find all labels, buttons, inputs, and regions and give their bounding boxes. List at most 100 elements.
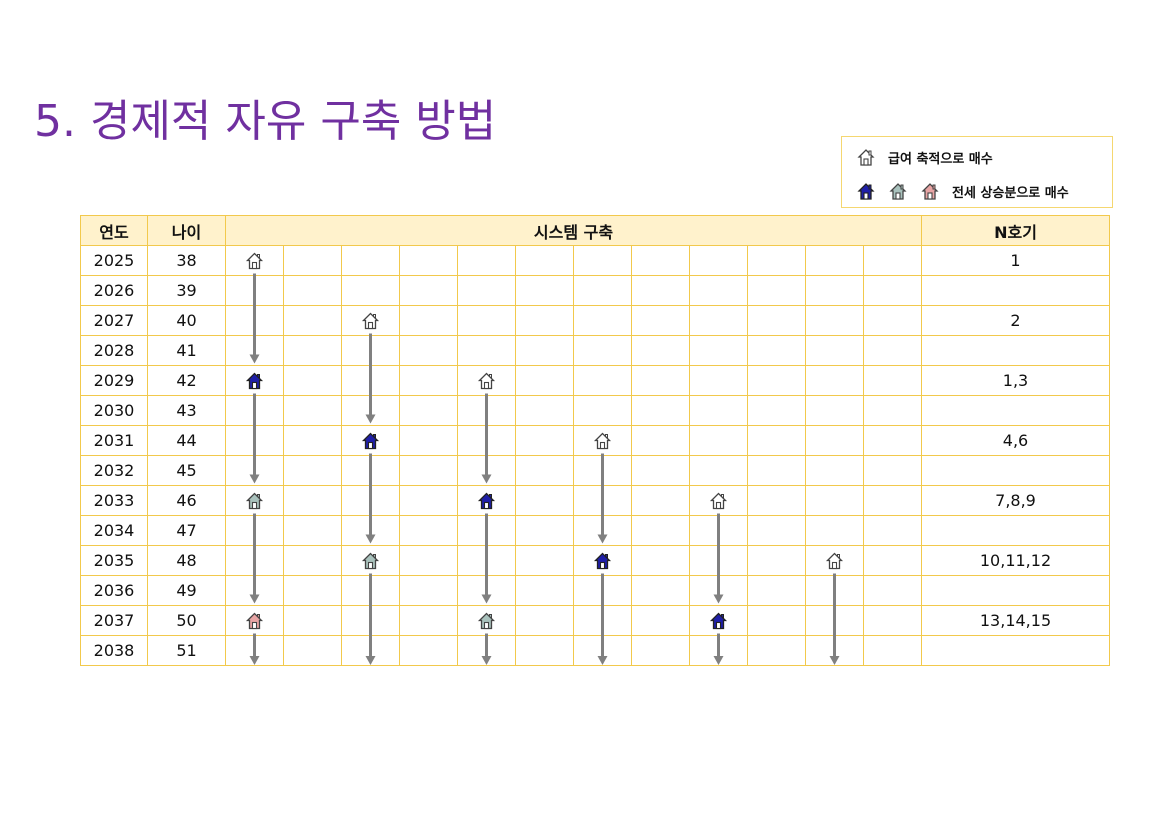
system-cell	[399, 515, 458, 546]
system-cell	[631, 545, 690, 576]
system-cell	[341, 395, 400, 426]
system-cell	[457, 575, 516, 606]
system-cell	[399, 425, 458, 456]
system-cell	[631, 455, 690, 486]
system-cell	[399, 245, 458, 276]
system-cell	[631, 365, 690, 396]
system-cell	[805, 455, 864, 486]
legend-salary-label: 급여 축적으로 매수	[888, 151, 993, 167]
system-cell	[805, 395, 864, 426]
age-cell: 44	[147, 425, 226, 456]
system-table: 연도 나이 시스템 구축 N호기 2025 38 1 2026 39 2027 40 2 202…	[80, 215, 1110, 666]
system-cell	[399, 395, 458, 426]
system-cell	[341, 335, 400, 366]
page-title: 5. 경제적 자유 구축 방법	[34, 96, 497, 147]
year-cell: 2032	[80, 455, 148, 486]
system-cell	[747, 485, 806, 516]
system-cell	[399, 305, 458, 336]
table-row: 2029 42 1,3	[80, 365, 1110, 396]
system-cell	[747, 575, 806, 606]
system-cell	[573, 425, 632, 456]
system-cell	[573, 395, 632, 426]
system-cell	[863, 515, 922, 546]
n-cell: 4,6	[921, 425, 1110, 456]
system-cell	[341, 455, 400, 486]
system-cell	[747, 545, 806, 576]
year-cell: 2034	[80, 515, 148, 546]
system-cell	[805, 545, 864, 576]
system-cell	[515, 245, 574, 276]
year-cell: 2035	[80, 545, 148, 576]
system-cell	[457, 635, 516, 666]
system-cell	[457, 395, 516, 426]
system-cell	[515, 605, 574, 636]
system-cell	[573, 545, 632, 576]
year-cell: 2037	[80, 605, 148, 636]
year-cell: 2031	[80, 425, 148, 456]
system-cell	[863, 335, 922, 366]
table-row: 2032 45	[80, 455, 1110, 486]
n-cell: 13,14,15	[921, 605, 1110, 636]
age-cell: 49	[147, 575, 226, 606]
system-cell	[689, 605, 748, 636]
system-cell	[863, 485, 922, 516]
system-cell	[283, 425, 342, 456]
system-cell	[399, 575, 458, 606]
system-cell	[631, 605, 690, 636]
system-cell	[747, 365, 806, 396]
n-cell	[921, 395, 1110, 426]
system-cell	[457, 545, 516, 576]
age-cell: 45	[147, 455, 226, 486]
system-cell	[515, 575, 574, 606]
system-cell	[457, 485, 516, 516]
table-header-row: 연도 나이 시스템 구축 N호기	[80, 215, 1110, 246]
system-cell	[341, 545, 400, 576]
table-row: 2033 46 7,8,9	[80, 485, 1110, 516]
system-cell	[515, 275, 574, 306]
legend-jeonse-label: 전세 상승분으로 매수	[952, 185, 1069, 201]
year-cell: 2027	[80, 305, 148, 336]
system-cell	[399, 545, 458, 576]
system-cell	[573, 365, 632, 396]
n-cell	[921, 455, 1110, 486]
system-cell	[515, 335, 574, 366]
system-cell	[863, 545, 922, 576]
age-cell: 42	[147, 365, 226, 396]
system-cell	[341, 305, 400, 336]
system-cell	[689, 305, 748, 336]
n-cell: 1	[921, 245, 1110, 276]
system-cell	[515, 425, 574, 456]
system-cell	[225, 605, 284, 636]
system-cell	[747, 635, 806, 666]
system-cell	[225, 335, 284, 366]
system-cell	[573, 455, 632, 486]
age-cell: 48	[147, 545, 226, 576]
header-age: 나이	[147, 215, 226, 246]
system-cell	[515, 635, 574, 666]
system-cell	[225, 545, 284, 576]
system-cell	[515, 395, 574, 426]
system-cell	[747, 305, 806, 336]
age-cell: 39	[147, 275, 226, 306]
age-cell: 46	[147, 485, 226, 516]
system-cell	[225, 575, 284, 606]
system-cell	[631, 305, 690, 336]
blue-house-icon	[857, 183, 875, 200]
outline-house-icon	[857, 149, 875, 166]
system-cell	[399, 635, 458, 666]
system-cell	[399, 275, 458, 306]
system-cell	[515, 455, 574, 486]
system-cell	[863, 635, 922, 666]
system-cell	[573, 605, 632, 636]
system-cell	[805, 425, 864, 456]
system-cell	[573, 335, 632, 366]
year-cell: 2033	[80, 485, 148, 516]
system-cell	[341, 635, 400, 666]
system-cell	[283, 635, 342, 666]
table-row: 2026 39	[80, 275, 1110, 306]
system-cell	[631, 515, 690, 546]
system-cell	[689, 575, 748, 606]
system-cell	[689, 365, 748, 396]
table-row: 2038 51	[80, 635, 1110, 666]
system-cell	[863, 425, 922, 456]
